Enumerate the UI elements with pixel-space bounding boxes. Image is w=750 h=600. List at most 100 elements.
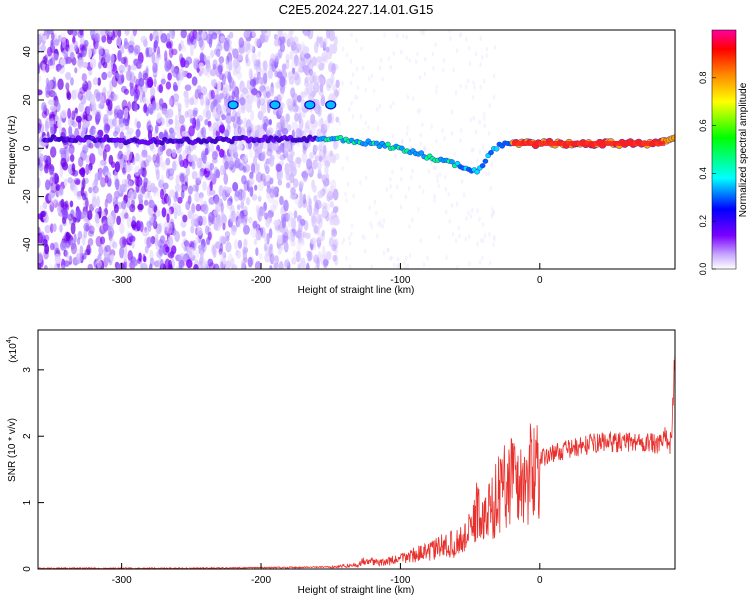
noise-blob	[272, 108, 279, 116]
noise-blob	[160, 78, 166, 85]
noise-blob	[210, 49, 215, 59]
noise-blob	[71, 163, 76, 173]
noise-blob	[140, 35, 148, 44]
noise-blob	[230, 204, 235, 216]
noise-blob	[184, 84, 192, 92]
noise-blob	[318, 76, 325, 86]
noise-blob	[38, 226, 41, 237]
noise-blob	[483, 123, 487, 128]
noise-blob	[46, 79, 54, 90]
noise-blob	[65, 242, 70, 250]
noise-blob	[187, 34, 191, 43]
noise-blob	[46, 46, 53, 57]
noise-blob	[152, 62, 158, 74]
noise-blob	[44, 224, 51, 234]
noise-blob	[390, 193, 393, 199]
noise-blob	[130, 199, 135, 209]
noise-blob	[44, 159, 49, 170]
noise-blob	[231, 224, 238, 232]
noise-blob	[228, 213, 235, 222]
noise-blob	[131, 240, 135, 249]
noise-blob	[220, 202, 224, 213]
noise-blob	[305, 232, 311, 240]
noise-blob	[330, 179, 337, 191]
noise-blob	[233, 151, 239, 159]
noise-blob	[184, 144, 189, 155]
noise-blob	[119, 236, 127, 248]
noise-blob	[159, 258, 164, 269]
noise-blob	[239, 96, 246, 106]
colorbar-ticks: 0.0 0.2 0.4 0.6 0.8	[698, 72, 716, 275]
noise-blob	[469, 117, 473, 123]
noise-blob	[222, 82, 229, 95]
noise-blob	[86, 244, 91, 256]
noise-blob	[299, 191, 303, 202]
noise-blob	[194, 191, 200, 203]
noise-blob	[136, 121, 141, 129]
noise-blob	[411, 96, 415, 102]
noise-blob	[144, 236, 148, 246]
noise-blob	[222, 73, 226, 86]
noise-blob	[277, 145, 283, 154]
noise-blob	[320, 123, 328, 135]
noise-blob	[287, 154, 294, 163]
page-title: C2E5.2024.227.14.01.G15	[279, 2, 434, 17]
noise-blob	[207, 258, 214, 267]
noise-blob	[313, 144, 319, 152]
noise-blob	[191, 170, 198, 180]
noise-blob	[273, 262, 279, 269]
noise-blob	[247, 256, 253, 268]
noise-blob	[55, 175, 60, 184]
noise-blob	[444, 186, 448, 192]
noise-blob	[321, 159, 326, 167]
noise-blob	[147, 189, 151, 198]
noise-blob	[102, 219, 108, 230]
noise-blob	[396, 184, 399, 190]
noise-blob	[193, 264, 199, 269]
noise-blob	[228, 31, 234, 39]
noise-blob	[115, 104, 121, 114]
harmonic-blob	[304, 100, 316, 110]
noise-blob	[331, 62, 336, 75]
noise-blob	[168, 127, 174, 134]
noise-blob	[100, 222, 108, 231]
noise-blob	[212, 107, 219, 119]
noise-blob	[122, 183, 127, 193]
noise-blob	[458, 233, 461, 239]
noise-blob	[127, 127, 134, 135]
noise-blob	[71, 90, 76, 100]
noise-blob	[378, 65, 382, 71]
noise-blob	[179, 114, 185, 125]
noise-blob	[217, 80, 222, 92]
noise-blob	[392, 100, 395, 106]
noise-blob	[225, 231, 230, 241]
noise-blob	[212, 122, 219, 131]
noise-blob	[137, 204, 143, 213]
noise-blob	[294, 105, 302, 112]
noise-blob	[392, 50, 395, 56]
noise-blob	[196, 157, 203, 169]
noise-blob	[406, 125, 409, 131]
noise-blob	[381, 223, 385, 229]
noise-blob	[178, 153, 183, 166]
noise-blob	[493, 44, 497, 50]
noise-blob	[173, 207, 178, 220]
noise-blob	[146, 236, 152, 249]
noise-blob	[77, 91, 84, 101]
noise-blob	[230, 116, 238, 123]
noise-blob	[65, 151, 70, 158]
noise-blob	[481, 54, 484, 60]
noise-blob	[443, 136, 446, 142]
noise-blob	[41, 238, 48, 246]
noise-blob	[306, 158, 313, 170]
noise-blob	[202, 181, 207, 191]
harmonic-blob	[325, 100, 337, 110]
noise-blob	[98, 160, 105, 168]
noise-blob	[454, 238, 458, 244]
noise-blob	[50, 200, 56, 208]
colorbar-tick-label: 0.4	[698, 167, 708, 180]
noise-blob	[207, 120, 212, 128]
noise-blob	[322, 41, 327, 52]
noise-blob	[219, 257, 226, 269]
noise-blob	[317, 172, 323, 180]
